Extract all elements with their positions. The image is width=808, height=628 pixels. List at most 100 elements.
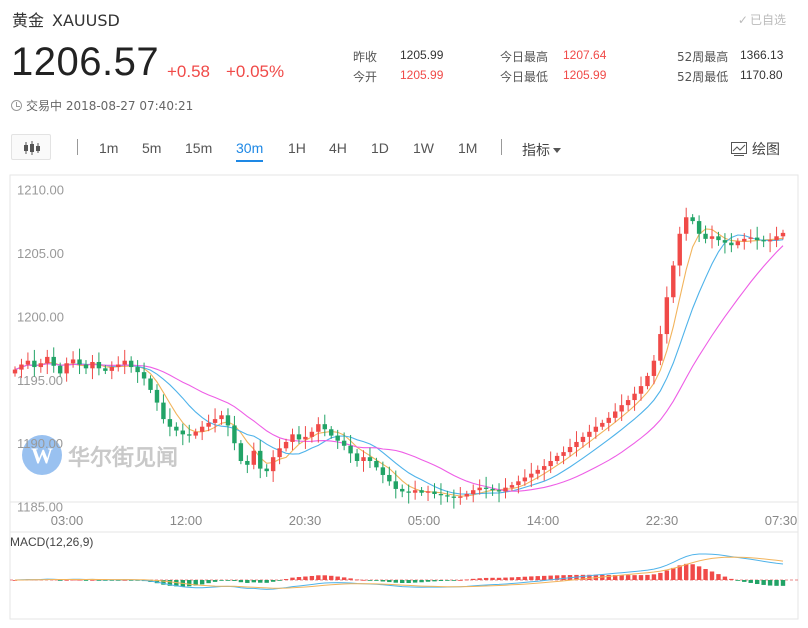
stat-value: 1205.99 xyxy=(563,68,607,82)
candle-body xyxy=(696,221,702,234)
macd-histogram-bar xyxy=(309,575,315,580)
candle-body xyxy=(580,436,586,442)
chart-type-button[interactable] xyxy=(11,134,51,160)
y-tick-label: 1195.00 xyxy=(17,373,63,388)
candle-body xyxy=(122,360,127,365)
macd-histogram-bar xyxy=(625,575,631,580)
candle-body xyxy=(412,490,418,493)
stat-value: 1170.80 xyxy=(740,68,783,82)
candle-body xyxy=(406,491,411,493)
macd-histogram-bar xyxy=(451,580,457,581)
candle-body xyxy=(554,455,560,461)
x-tick-label: 07:30 xyxy=(765,513,798,528)
macd-histogram-bar xyxy=(161,580,166,585)
macd-dif-line xyxy=(14,553,784,590)
indicators-dropdown[interactable]: 指标 xyxy=(522,140,561,160)
candle-body xyxy=(245,460,250,465)
price-chart[interactable]: W 华尔街见闻 1210.00 1205.00 1200.00 1195.00 1190.0… xyxy=(0,170,808,622)
candle-body xyxy=(329,429,334,436)
candle-body xyxy=(96,361,102,369)
candle-body xyxy=(206,422,211,427)
timeframe-1d[interactable]: 1D xyxy=(371,140,389,156)
candle-body xyxy=(303,436,308,440)
instrument-title: 黄金 XAUUSD xyxy=(12,7,120,31)
macd-histogram-bar xyxy=(290,577,295,580)
macd-histogram-bar xyxy=(116,580,121,581)
candle-body xyxy=(316,424,321,432)
macd-histogram-bar xyxy=(232,580,237,581)
candle-body xyxy=(561,452,566,456)
macd-histogram-bar xyxy=(735,580,741,581)
check-icon: ✓ xyxy=(737,13,748,27)
y-tick-label: 1200.00 xyxy=(17,309,64,324)
candle-body xyxy=(613,411,618,418)
instrument-name: 黄金 xyxy=(12,11,45,30)
watermark-logo-letter: W xyxy=(31,443,53,468)
trading-status-text: 交易中 2018-08-27 07:40:21 xyxy=(26,99,194,113)
macd-histogram-bar xyxy=(258,580,263,583)
candle-body xyxy=(232,425,237,444)
candle-body xyxy=(509,485,515,488)
timeframe-1m[interactable]: 1m xyxy=(99,140,119,156)
timeframe-4h[interactable]: 4H xyxy=(329,140,347,156)
macd-histogram-bar xyxy=(516,577,521,580)
candle-body xyxy=(690,217,695,222)
candle-body xyxy=(103,368,108,371)
candle-body xyxy=(38,363,44,368)
macd-histogram-bar xyxy=(348,578,353,580)
macd-histogram-bar xyxy=(251,580,256,583)
draw-button[interactable]: 绘图 xyxy=(731,139,780,159)
timeframe-30m[interactable]: 30m xyxy=(236,140,264,156)
timeframe-1w[interactable]: 1W xyxy=(413,140,434,156)
candle-body xyxy=(458,496,463,498)
candle-body xyxy=(709,236,715,239)
macd-histogram-bar xyxy=(561,575,566,580)
macd-histogram-bar xyxy=(238,580,244,583)
candle-body xyxy=(606,417,611,423)
macd-histogram-bar xyxy=(103,580,108,581)
candle-body xyxy=(154,389,160,403)
macd-histogram-bar xyxy=(393,580,398,583)
timeframe-15m[interactable]: 15m xyxy=(185,140,213,156)
candle-body xyxy=(748,237,753,239)
candle-body xyxy=(767,240,773,242)
candle-body xyxy=(587,431,592,437)
timeframe-5m[interactable]: 5m xyxy=(142,140,162,156)
candle-body xyxy=(780,232,786,237)
macd-histogram-bar xyxy=(438,580,444,581)
candle-body xyxy=(483,487,489,489)
macd-histogram-bar xyxy=(206,580,211,584)
candle-body xyxy=(57,365,63,374)
macd-histogram-bar xyxy=(425,580,431,582)
candle-body xyxy=(167,419,173,427)
macd-histogram-bar xyxy=(767,580,773,586)
candle-body xyxy=(322,424,327,430)
candle-body xyxy=(45,356,50,364)
candle-body xyxy=(354,453,360,461)
timeframe-1h[interactable]: 1H xyxy=(288,140,306,156)
macd-histogram-bar xyxy=(380,580,386,582)
candle-body xyxy=(490,488,495,491)
macd-histogram-bar xyxy=(329,575,334,580)
candle-body xyxy=(503,487,508,492)
candle-body xyxy=(161,402,166,420)
candle-body xyxy=(703,233,708,239)
caret-down-icon xyxy=(553,148,561,153)
stat-label: 今日最高 xyxy=(500,50,549,64)
candle-body xyxy=(25,360,31,365)
favorite-button[interactable]: ✓ 已自选 xyxy=(738,11,786,28)
timeframe-1month[interactable]: 1M xyxy=(458,140,478,156)
macd-histogram-bar xyxy=(464,579,469,581)
candle-body xyxy=(251,450,256,465)
macd-histogram-bar xyxy=(671,567,676,580)
stat-value: 1207.64 xyxy=(563,48,607,62)
stat-label: 今日最低 xyxy=(500,70,549,84)
macd-histogram-bar xyxy=(645,574,650,580)
candle-body xyxy=(258,450,263,469)
macd-histogram-bar xyxy=(445,580,450,581)
candle-body xyxy=(464,494,469,497)
candle-body xyxy=(212,419,218,423)
x-tick-label: 12:00 xyxy=(170,513,203,528)
candle-body xyxy=(77,359,82,365)
stat-label: 昨收 xyxy=(353,50,378,64)
